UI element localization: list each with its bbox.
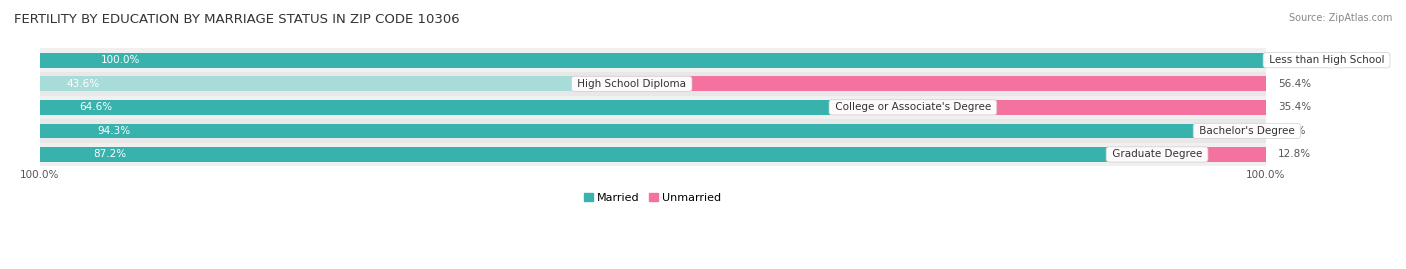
Text: 100.0%: 100.0% (101, 55, 141, 65)
Bar (39, 143, 1265, 166)
Legend: Married, Unmarried: Married, Unmarried (579, 189, 725, 207)
Text: 56.4%: 56.4% (1278, 79, 1310, 89)
Text: Bachelor's Degree: Bachelor's Degree (1195, 126, 1298, 136)
Text: High School Diploma: High School Diploma (574, 79, 689, 89)
Bar (39, 76, 574, 91)
Text: 43.6%: 43.6% (66, 79, 100, 89)
Text: 12.8%: 12.8% (1278, 150, 1310, 160)
Bar (831, 100, 1265, 115)
Bar (1195, 123, 1267, 138)
Bar (39, 48, 1265, 72)
Bar (574, 76, 1265, 91)
Text: 35.4%: 35.4% (1278, 102, 1310, 112)
Bar (39, 72, 1265, 95)
Text: 64.6%: 64.6% (79, 102, 112, 112)
Text: Less than High School: Less than High School (1265, 55, 1388, 65)
Bar (1109, 147, 1265, 162)
Bar (39, 119, 1265, 143)
Text: 5.8%: 5.8% (1279, 126, 1306, 136)
Text: Graduate Degree: Graduate Degree (1109, 150, 1205, 160)
Text: 87.2%: 87.2% (93, 150, 127, 160)
Bar (39, 147, 1109, 162)
Bar (39, 100, 831, 115)
Text: College or Associate's Degree: College or Associate's Degree (831, 102, 994, 112)
Bar (39, 95, 1265, 119)
Text: FERTILITY BY EDUCATION BY MARRIAGE STATUS IN ZIP CODE 10306: FERTILITY BY EDUCATION BY MARRIAGE STATU… (14, 13, 460, 26)
Bar (39, 123, 1195, 138)
Text: Source: ZipAtlas.com: Source: ZipAtlas.com (1288, 13, 1392, 23)
Bar (39, 53, 1265, 68)
Text: 94.3%: 94.3% (97, 126, 131, 136)
